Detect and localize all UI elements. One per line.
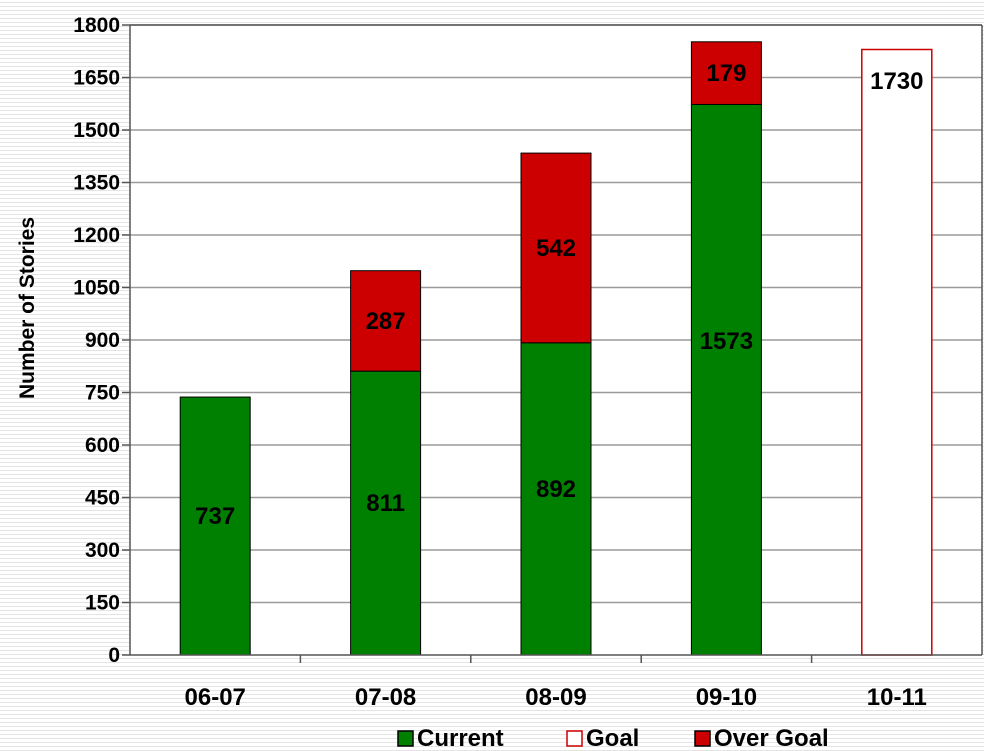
bar-current: [520, 342, 592, 656]
data-label-over-goal: 179: [706, 60, 746, 87]
y-tick-label: 0: [108, 644, 120, 667]
bar-current: [690, 103, 762, 656]
x-category-label: 06-07: [185, 684, 246, 711]
data-label-current: 1573: [700, 328, 753, 355]
x-category-label: 09-10: [696, 684, 757, 711]
y-tick-label: 900: [85, 329, 120, 352]
bar-over-goal: [350, 270, 422, 372]
y-tick-label: 1200: [73, 224, 120, 247]
data-label-over-goal: 287: [366, 308, 406, 335]
bars: [179, 41, 933, 656]
bar-current: [350, 370, 422, 656]
legend-over-goal-swatch: [694, 730, 711, 747]
legend: Current Goal Over Goal: [397, 725, 829, 751]
x-category-label: 10-11: [867, 684, 927, 711]
data-label-current: 892: [536, 476, 576, 503]
legend-goal-swatch: [566, 730, 583, 747]
y-tick-label: 1650: [73, 67, 120, 90]
axes: [122, 24, 983, 663]
data-label-over-goal: 542: [536, 235, 576, 262]
y-tick-label: 150: [85, 592, 120, 615]
x-category-label: 07-08: [355, 684, 416, 711]
y-tick-label: 1050: [73, 277, 120, 300]
legend-over-goal-label: Over Goal: [714, 725, 829, 751]
legend-current-label: Current: [417, 725, 504, 751]
y-tick-label: 1500: [73, 119, 120, 142]
legend-goal-label: Goal: [586, 725, 639, 751]
x-category-label: 08-09: [525, 684, 586, 711]
y-tick-label: 750: [85, 382, 120, 405]
bar-over-goal: [520, 152, 592, 344]
y-tick-label: 1800: [73, 14, 120, 37]
legend-goal: Goal: [566, 725, 639, 751]
data-label-current: 811: [366, 490, 405, 517]
legend-current: Current: [397, 725, 504, 751]
bar-over-goal: [690, 41, 762, 105]
y-tick-label: 1350: [73, 172, 120, 195]
y-tick-label: 300: [85, 539, 120, 562]
data-label-current: 737: [195, 503, 235, 530]
y-tick-label: 450: [85, 487, 120, 510]
labels: 0 150 300 450 600 750 900 1050 1200 1350 1500 1650 1…: [73, 14, 927, 711]
legend-over-goal: Over Goal: [694, 725, 829, 751]
bar-goal: [861, 48, 933, 656]
bar-current: [179, 396, 251, 656]
y-axis-title: Number of Stories: [16, 217, 39, 399]
legend-current-swatch: [397, 730, 414, 747]
y-tick-label: 600: [85, 434, 120, 457]
data-label-goal: 1730: [870, 68, 923, 95]
